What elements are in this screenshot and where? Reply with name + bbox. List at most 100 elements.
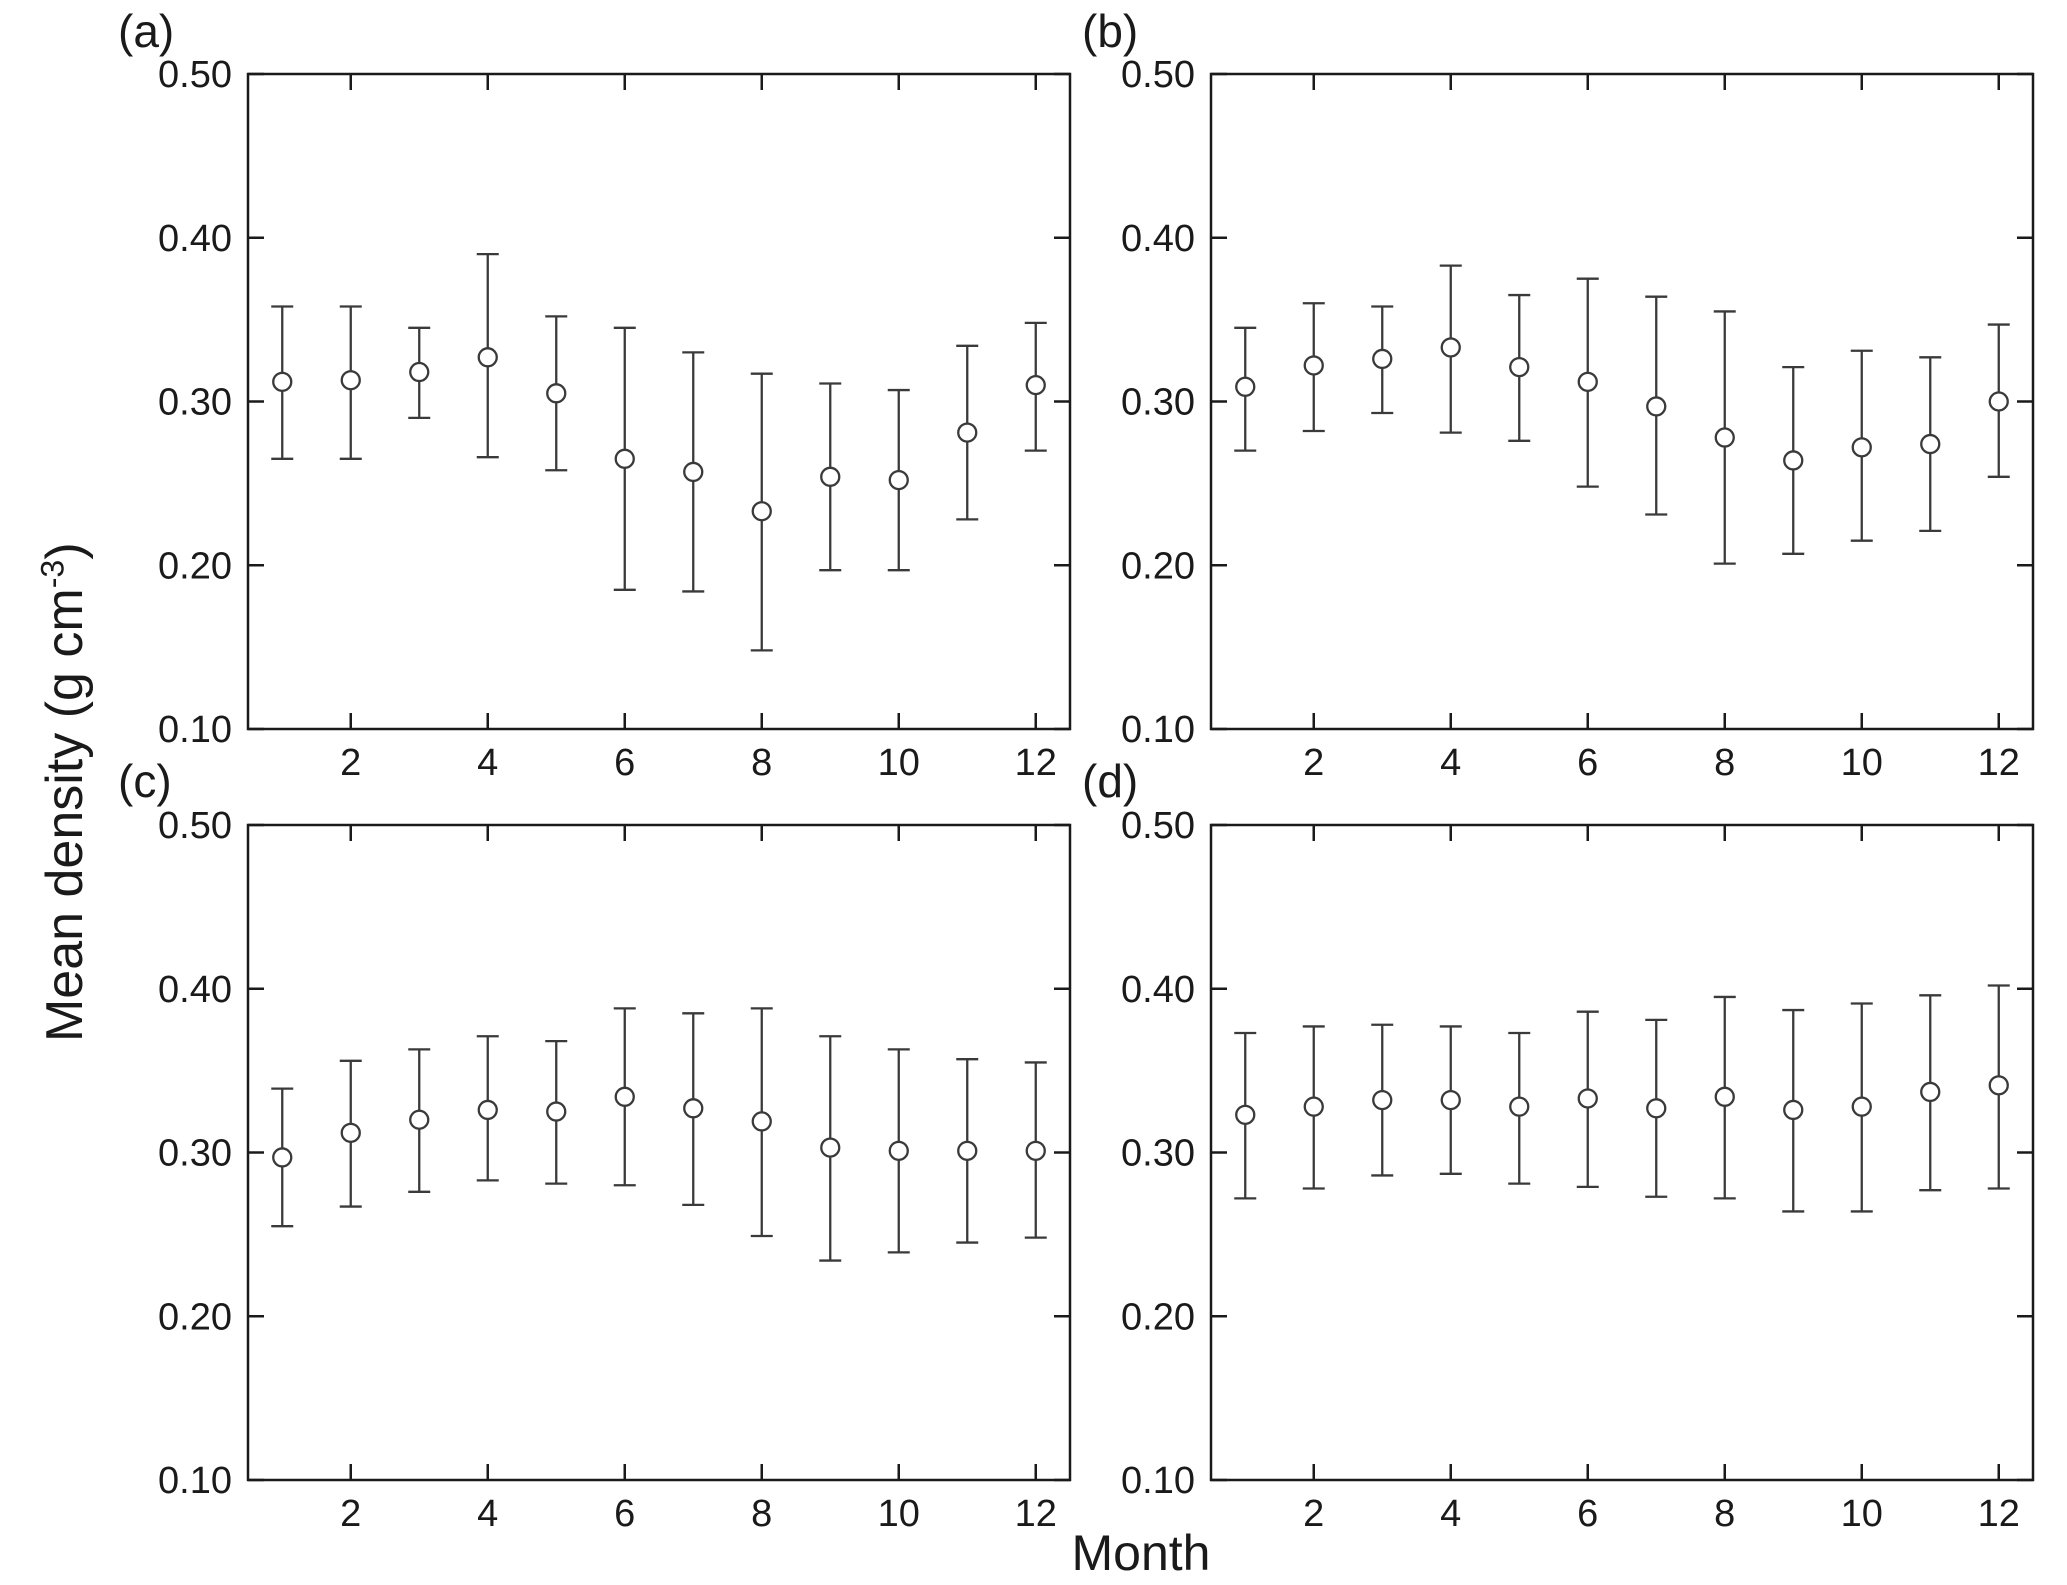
mean-marker	[1372, 348, 1393, 370]
mean-marker	[614, 1086, 635, 1107]
mean-marker	[1920, 1081, 1941, 1103]
mean-marker	[1509, 1096, 1530, 1117]
panel-b: 0.10 0.20 0.30 0.40 0.50 2 4 6 8 10 12	[1121, 54, 2035, 784]
mean-marker	[1920, 433, 1941, 455]
x-tick-label: 10	[878, 742, 920, 784]
x-tick-label: 8	[1714, 742, 1735, 784]
mean-marker	[340, 1122, 361, 1143]
x-tick-label: 8	[751, 742, 772, 784]
y-tick-label: 0.40	[158, 969, 232, 1011]
mean-marker	[1988, 391, 2009, 412]
mean-marker	[1851, 437, 1872, 458]
x-tick-label: 12	[1978, 742, 2020, 784]
x-tick-label: 12	[1978, 1493, 2020, 1535]
mean-marker	[683, 1098, 704, 1119]
y-tick-label: 0.40	[1121, 218, 1195, 260]
panel-label-d: (d)	[1082, 755, 1139, 807]
mean-marker	[409, 1109, 430, 1130]
y-tick-label: 0.40	[158, 218, 232, 260]
mean-marker	[614, 448, 635, 469]
y-tick-label: 0.30	[1121, 382, 1195, 424]
y-tick-label: 0.50	[158, 805, 232, 847]
x-tick-label: 2	[340, 1493, 361, 1535]
y-tick-label: 0.30	[158, 1133, 232, 1175]
mean-marker	[1577, 371, 1598, 393]
x-tick-label: 2	[340, 742, 361, 784]
panel-d: 0.10 0.20 0.30 0.40 0.50 2 4 6 8 10 12	[1121, 805, 2035, 1535]
x-tick-label: 12	[1015, 1493, 1057, 1535]
mean-marker	[1851, 1096, 1872, 1117]
mean-marker	[477, 347, 498, 368]
mean-marker	[1714, 427, 1735, 448]
mean-marker	[1509, 356, 1530, 378]
mean-marker	[1303, 1096, 1324, 1117]
mean-marker	[272, 1147, 293, 1168]
x-tick-label: 6	[1577, 1493, 1598, 1535]
mean-marker	[1440, 337, 1461, 358]
mean-marker	[1988, 1075, 2009, 1096]
x-tick-label: 6	[614, 1493, 635, 1535]
y-tick-label: 0.50	[1121, 805, 1195, 847]
axis-box	[246, 72, 1072, 731]
mean-marker	[820, 466, 841, 487]
axis-box	[1209, 823, 2035, 1482]
x-tick-label: 8	[751, 1493, 772, 1535]
mean-marker	[1235, 1104, 1256, 1125]
mean-marker	[1577, 1088, 1598, 1109]
x-tick-label: 4	[1440, 1493, 1461, 1535]
y-axis-label: Mean density (g cm-3)	[0, 0, 130, 1585]
mean-marker	[1646, 1098, 1667, 1119]
y-axis-label-text: Mean density (g cm-3)	[35, 543, 95, 1043]
x-tick-label: 2	[1303, 742, 1324, 784]
x-tick-label: 6	[614, 742, 635, 784]
mean-marker	[820, 1137, 841, 1158]
y-axis-label-prefix: Mean density (g cm	[36, 588, 95, 1043]
mean-marker	[1714, 1086, 1735, 1107]
mean-marker	[340, 370, 361, 391]
mean-marker	[1372, 1089, 1393, 1111]
y-axis-label-superscript: -3	[34, 559, 71, 589]
mean-marker	[272, 371, 293, 393]
y-axis-label-suffix: )	[36, 542, 95, 560]
panel-a: 0.10 0.20 0.30 0.40 0.50 2 4 6 8 10 12	[158, 54, 1072, 784]
y-tick-label: 0.10	[158, 1460, 232, 1502]
mean-marker	[1025, 1140, 1046, 1162]
mean-marker	[1025, 374, 1046, 396]
axis-box	[246, 823, 1072, 1482]
y-tick-label: 0.10	[158, 709, 232, 751]
panel-label-c: (c)	[118, 755, 172, 807]
mean-marker	[957, 422, 978, 443]
x-tick-label: 4	[477, 1493, 498, 1535]
y-tick-label: 0.20	[1121, 1296, 1195, 1338]
mean-marker	[477, 1099, 498, 1121]
mean-marker	[683, 461, 704, 483]
panel-label-a: (a)	[118, 5, 175, 57]
y-tick-label: 0.50	[158, 54, 232, 96]
mean-marker	[888, 469, 909, 491]
y-tick-label: 0.30	[1121, 1133, 1195, 1175]
x-tick-label: 4	[1440, 742, 1461, 784]
y-tick-label: 0.10	[1121, 709, 1195, 751]
x-tick-label: 6	[1577, 742, 1598, 784]
panel-c: 0.10 0.20 0.30 0.40 0.50 2 4 6 8 10 12	[158, 805, 1072, 1535]
mean-marker	[751, 501, 772, 522]
mean-marker	[1303, 355, 1324, 376]
mean-marker	[1235, 376, 1256, 397]
y-tick-label: 0.20	[1121, 545, 1195, 587]
y-tick-label: 0.50	[1121, 54, 1195, 96]
axis-box	[1209, 72, 2035, 731]
panel-label-b: (b)	[1082, 5, 1139, 57]
mean-marker	[957, 1140, 978, 1162]
mean-marker	[751, 1111, 772, 1132]
x-tick-label: 12	[1015, 742, 1057, 784]
y-tick-label: 0.20	[158, 1296, 232, 1338]
mean-marker	[1783, 1099, 1804, 1121]
x-tick-label: 8	[1714, 1493, 1735, 1535]
mean-marker	[546, 1101, 567, 1122]
y-tick-label: 0.40	[1121, 969, 1195, 1011]
x-tick-label: 10	[1841, 742, 1883, 784]
x-tick-label: 2	[1303, 1493, 1324, 1535]
x-tick-label: 10	[878, 1493, 920, 1535]
